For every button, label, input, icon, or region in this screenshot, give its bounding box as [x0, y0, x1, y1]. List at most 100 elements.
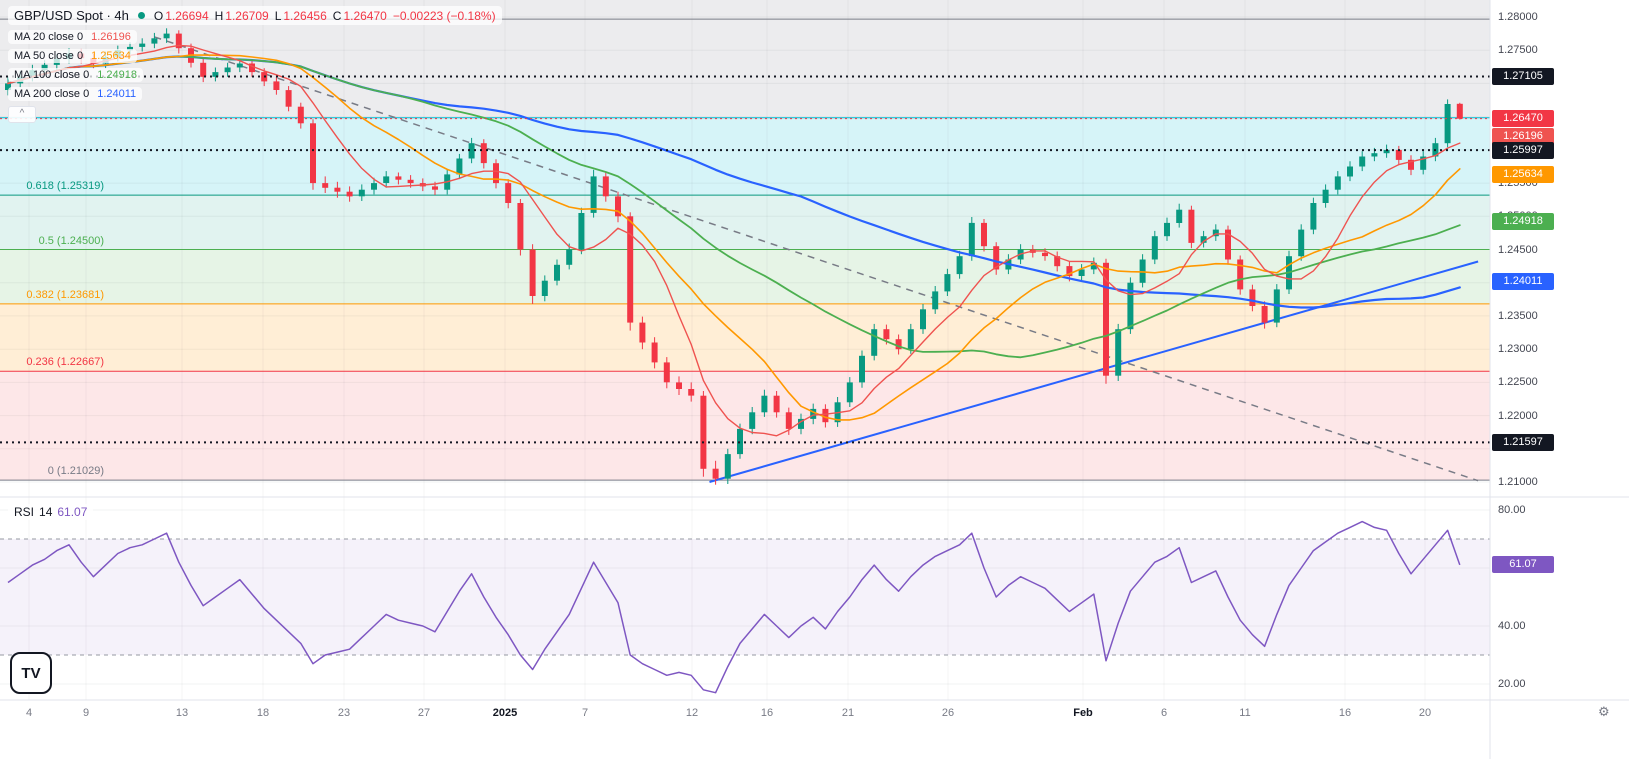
candle-body	[871, 329, 878, 356]
collapse-indicators-button[interactable]: ^	[8, 106, 36, 123]
candle-body	[883, 329, 890, 340]
candle-body	[1444, 104, 1451, 144]
candle-body	[127, 46, 133, 51]
candle-body	[1395, 149, 1402, 160]
trendline	[709, 260, 1479, 483]
low-value: 1.26456	[283, 8, 327, 23]
candle-body	[798, 418, 804, 429]
close-label: C	[332, 8, 342, 23]
candle-body	[1408, 159, 1414, 170]
candle-body	[1334, 176, 1341, 190]
candle-body	[163, 33, 170, 39]
price-axis-label: 1.21000	[1498, 476, 1538, 488]
symbol-title[interactable]: GBP/USD Spot · 4h	[14, 8, 129, 23]
trendline	[154, 36, 1479, 482]
candle-body	[981, 222, 987, 247]
price-axis-label: 1.24500	[1498, 244, 1538, 256]
candle-body	[590, 176, 597, 213]
candle-body	[139, 43, 146, 47]
fib-zone	[0, 195, 1490, 250]
open-label: O	[153, 8, 164, 23]
ma-legend-row[interactable]: MA 50 close 0 1.25634	[8, 49, 137, 63]
candle-body	[407, 179, 414, 184]
rsi-legend[interactable]: RSI 14 61.07	[8, 504, 94, 520]
candle-body	[749, 412, 756, 429]
candle-body	[1322, 189, 1329, 203]
candle-body	[322, 183, 329, 188]
settings-gear-icon[interactable]: ⚙	[1598, 705, 1610, 720]
indicator-legend: GBP/USD Spot · 4h O 1.26694 H 1.26709 L 1.2…	[8, 6, 502, 123]
candle-body	[334, 187, 341, 192]
candle-body	[907, 329, 914, 350]
candle-body	[383, 176, 390, 183]
candle-body	[1383, 149, 1390, 154]
rsi-band	[0, 539, 1490, 655]
price-badge: 1.27105	[1492, 68, 1554, 85]
symbol-info-row[interactable]: GBP/USD Spot · 4h O 1.26694 H 1.26709 L 1.2…	[8, 6, 502, 25]
open-value: 1.26694	[165, 8, 209, 23]
tradingview-logo-text: TV	[21, 664, 41, 682]
candle-body	[724, 454, 731, 479]
ma-legend-row[interactable]: MA 20 close 0 1.26196	[8, 30, 137, 44]
candle-body	[920, 309, 926, 330]
candle-body	[773, 395, 780, 413]
ma-line-20	[7, 44, 1461, 437]
candle-body	[1066, 266, 1073, 277]
rsi-length: 14	[39, 505, 53, 519]
candle-body	[224, 67, 231, 73]
time-axis-label: 7	[581, 707, 589, 719]
rsi-axis-label: 20.00	[1498, 678, 1526, 690]
candle-body	[1347, 166, 1353, 177]
candle-body	[712, 468, 719, 479]
rsi-axis-label: 40.00	[1498, 620, 1526, 632]
ma-legend-row[interactable]: MA 100 close 0 1.24918	[8, 68, 143, 82]
candle-body	[212, 72, 219, 77]
ma-legend-value: 1.24918	[97, 69, 137, 81]
candle-body	[541, 280, 548, 296]
price-axis-label: 1.22000	[1498, 410, 1538, 422]
candle-body	[663, 362, 670, 383]
candle-body	[493, 163, 499, 184]
time-axis-label: 6	[1160, 707, 1168, 719]
time-axis-label: 18	[256, 707, 270, 719]
candle-body	[639, 322, 646, 343]
candle-body	[310, 123, 316, 184]
price-axis-label: 1.23500	[1498, 310, 1538, 322]
ma-legend-row[interactable]: MA 200 close 0 1.24011	[8, 87, 143, 101]
candle-body	[1225, 229, 1231, 260]
candle-body	[1164, 222, 1170, 237]
candle-body	[1200, 236, 1207, 243]
market-status-icon	[137, 12, 145, 19]
candle-body	[956, 256, 963, 275]
candle-body	[151, 38, 158, 44]
fib-level-label: 0.382 (1.23681)	[26, 289, 104, 301]
candle-body	[1237, 259, 1244, 290]
time-axis-label: 2025	[492, 707, 518, 719]
time-axis-label: 20	[1418, 707, 1432, 719]
candle-body	[1090, 262, 1097, 270]
candle-body	[993, 246, 1000, 270]
time-axis[interactable]	[0, 700, 1629, 759]
candle-body	[676, 382, 682, 389]
candle-body	[968, 222, 975, 257]
candle-body	[432, 186, 438, 190]
tradingview-logo[interactable]: TV	[10, 652, 52, 694]
candle-body	[5, 83, 11, 90]
candle-body	[285, 90, 292, 107]
candle-body	[627, 216, 634, 323]
time-axis-label: 4	[25, 707, 33, 719]
time-axis-label: 16	[1338, 707, 1352, 719]
fib-level-label: 0.236 (1.22667)	[26, 356, 104, 368]
candle-body	[200, 62, 207, 77]
time-axis-label: 13	[175, 707, 189, 719]
candle-body	[1298, 229, 1305, 257]
candle-body	[1212, 229, 1219, 237]
fib-level-label: 0.618 (1.25319)	[26, 180, 104, 192]
price-badge: 1.25997	[1492, 142, 1554, 159]
time-axis-label: 16	[760, 707, 774, 719]
rsi-axis-label: 80.00	[1498, 504, 1526, 516]
ma-legend-label: MA 100 close 0	[14, 69, 90, 81]
fib-zone	[0, 303, 1490, 372]
ma-legend-rows: MA 20 close 0 1.26196 MA 50 close 0 1.25634…	[8, 30, 143, 101]
